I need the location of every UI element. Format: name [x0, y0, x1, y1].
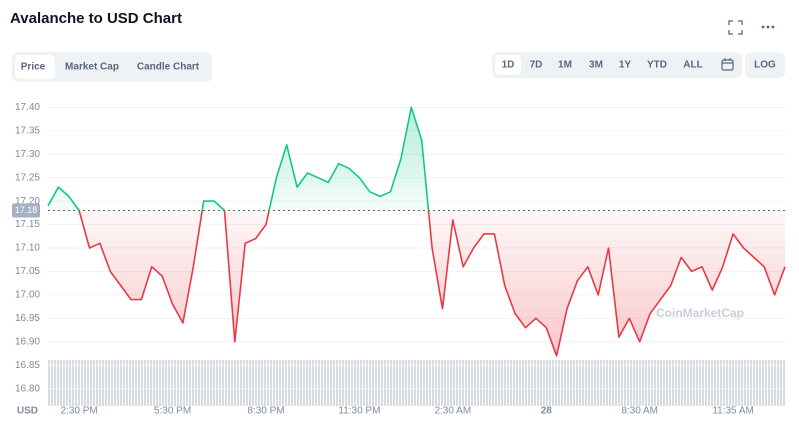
- y-tick-label: 16.85: [15, 360, 40, 371]
- x-tick-label: 8:30 PM: [247, 406, 284, 417]
- x-tick-label: 8:30 AM: [621, 406, 658, 417]
- range-button[interactable]: ALL: [683, 60, 702, 71]
- range-button[interactable]: 1Y: [619, 60, 632, 71]
- range-button[interactable]: 7D: [530, 60, 543, 71]
- y-tick-label: 16.95: [15, 313, 40, 324]
- range-button[interactable]: 1D: [502, 60, 515, 71]
- y-tick-label: 17.40: [15, 102, 40, 113]
- volume-bars: [48, 360, 785, 406]
- price-line: [47, 106, 786, 357]
- x-tick-label: 28: [541, 406, 553, 417]
- area: [48, 107, 785, 356]
- chart-title: Avalanche to USD Chart: [10, 10, 182, 27]
- x-tick-label: 11:30 PM: [338, 406, 380, 417]
- range-button[interactable]: YTD: [647, 60, 667, 71]
- y-tick-label: 16.80: [15, 383, 40, 394]
- calendar-icon[interactable]: [721, 58, 734, 71]
- y-tick-label: 17.10: [15, 243, 40, 254]
- y-tick-label: 17.35: [15, 125, 40, 136]
- y-tick-label: 17.00: [15, 290, 40, 301]
- x-tick-label: 5:30 PM: [154, 406, 191, 417]
- log-button[interactable]: [745, 52, 785, 78]
- x-tick-label: 2:30 PM: [61, 406, 98, 417]
- x-tick-label: 11:35 AM: [712, 406, 754, 417]
- y-tick-label: 17.20: [15, 196, 40, 207]
- axis-unit: USD: [17, 406, 38, 417]
- baseline-label: 17.18: [15, 205, 38, 215]
- tab-active: [15, 55, 55, 79]
- y-tick-label: 17.25: [15, 172, 40, 183]
- baseline-label-bg: [12, 203, 40, 218]
- tab[interactable]: Candle Chart: [137, 62, 200, 73]
- tab[interactable]: Market Cap: [65, 62, 119, 73]
- tab[interactable]: Price: [21, 62, 46, 73]
- tab-bar: [12, 52, 212, 82]
- more-icon[interactable]: [761, 25, 775, 29]
- y-tick-label: 17.15: [15, 219, 40, 230]
- fullscreen-icon[interactable]: [728, 20, 743, 35]
- log-label: LOG: [754, 60, 776, 71]
- x-tick-label: 2:30 AM: [434, 406, 471, 417]
- y-tick-label: 16.90: [15, 336, 40, 347]
- y-tick-label: 17.30: [15, 149, 40, 160]
- range-active: [495, 55, 521, 75]
- range-bar: [492, 52, 742, 78]
- range-button[interactable]: 1M: [558, 60, 572, 71]
- range-button[interactable]: 3M: [589, 60, 603, 71]
- y-tick-label: 17.05: [15, 266, 40, 277]
- watermark: CoinMarketCap: [656, 306, 744, 320]
